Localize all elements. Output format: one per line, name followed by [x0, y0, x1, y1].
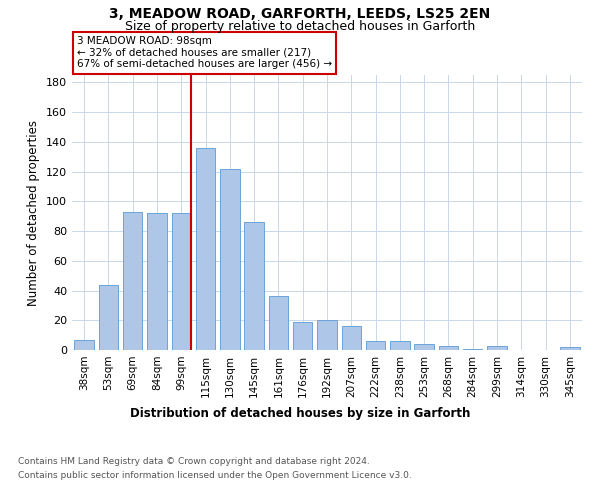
Bar	[293, 322, 313, 350]
Bar	[244, 222, 264, 350]
Text: 3 MEADOW ROAD: 98sqm
← 32% of detached houses are smaller (217)
67% of semi-deta: 3 MEADOW ROAD: 98sqm ← 32% of detached h…	[77, 36, 332, 70]
Y-axis label: Number of detached properties: Number of detached properties	[28, 120, 40, 306]
Bar	[172, 213, 191, 350]
Bar	[147, 213, 167, 350]
Bar	[366, 341, 385, 350]
Text: Distribution of detached houses by size in Garforth: Distribution of detached houses by size …	[130, 408, 470, 420]
Text: 3, MEADOW ROAD, GARFORTH, LEEDS, LS25 2EN: 3, MEADOW ROAD, GARFORTH, LEEDS, LS25 2E…	[109, 8, 491, 22]
Text: Size of property relative to detached houses in Garforth: Size of property relative to detached ho…	[125, 20, 475, 33]
Bar	[487, 346, 507, 350]
Bar	[317, 320, 337, 350]
Bar	[341, 326, 361, 350]
Bar	[269, 296, 288, 350]
Bar	[123, 212, 142, 350]
Bar	[196, 148, 215, 350]
Bar	[439, 346, 458, 350]
Bar	[390, 341, 410, 350]
Text: Contains HM Land Registry data © Crown copyright and database right 2024.: Contains HM Land Registry data © Crown c…	[18, 458, 370, 466]
Bar	[560, 347, 580, 350]
Text: Contains public sector information licensed under the Open Government Licence v3: Contains public sector information licen…	[18, 471, 412, 480]
Bar	[220, 168, 239, 350]
Bar	[463, 348, 482, 350]
Bar	[74, 340, 94, 350]
Bar	[415, 344, 434, 350]
Bar	[99, 284, 118, 350]
